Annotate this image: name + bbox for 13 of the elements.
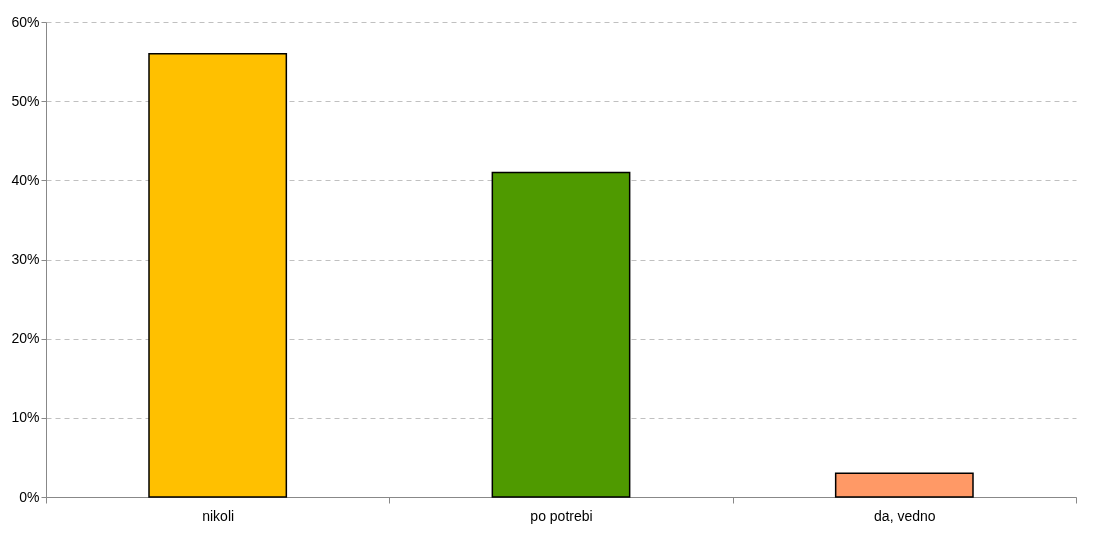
y-tick-label: 30% — [11, 251, 40, 267]
bar — [148, 52, 288, 498]
bar — [491, 171, 631, 498]
x-tick-label: da, vedno — [874, 507, 936, 524]
y-tick-label: 20% — [11, 330, 40, 347]
y-tick-label: 0% — [19, 488, 40, 505]
y-tick-label: 40% — [11, 171, 40, 188]
y-tick-label: 50% — [11, 92, 40, 109]
y-tick-label: 10% — [11, 409, 40, 426]
y-tick-label: 60% — [11, 13, 40, 30]
bar — [834, 472, 974, 498]
x-tick-label: nikoli — [202, 507, 235, 524]
x-tick-label: po potrebi — [530, 507, 593, 524]
